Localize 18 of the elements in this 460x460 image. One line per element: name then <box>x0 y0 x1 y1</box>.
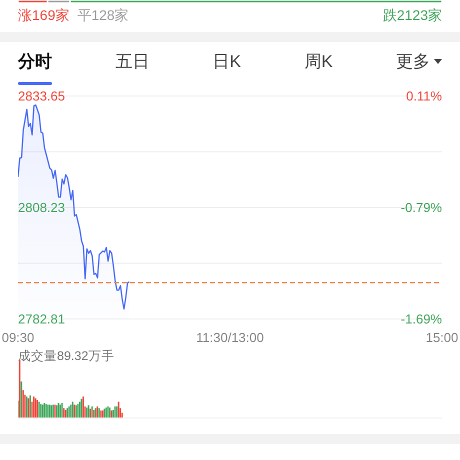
x-tick-label: 09:30 <box>2 330 34 346</box>
x-tick-label: 15:00 <box>426 330 458 346</box>
data-label: 跌2123家 <box>382 7 442 25</box>
y2-tick-label: 0.11% <box>406 88 442 104</box>
y-tick-label: 2808.23 <box>18 200 65 215</box>
y2-tick-label: -1.69% <box>400 312 442 326</box>
category-label: 五日 <box>115 51 150 73</box>
y-tick-label: 2833.65 <box>18 88 65 104</box>
category-label: 日K <box>212 51 241 73</box>
y-tick-label: 2782.81 <box>18 312 65 326</box>
chart-title: 成交量89.32万手 <box>18 348 114 365</box>
category-label: 周K <box>304 51 333 73</box>
data-label: 平128家 <box>77 7 129 25</box>
y2-tick-label: -0.79% <box>400 200 442 215</box>
category-label: 分时 <box>18 51 52 73</box>
category-label: 更多 <box>396 51 430 73</box>
x-tick-label: 11:30/13:00 <box>196 330 264 346</box>
data-label: 涨169家 <box>18 7 70 25</box>
